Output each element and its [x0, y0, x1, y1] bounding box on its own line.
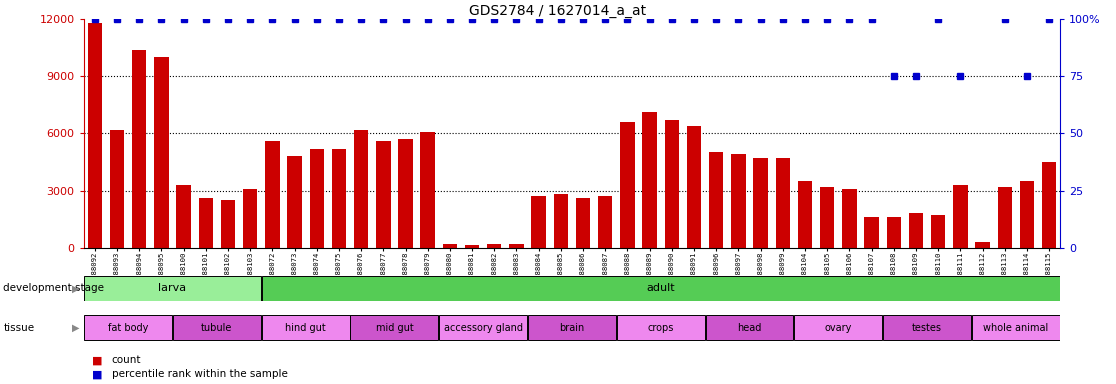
Bar — [84, 315, 172, 341]
Bar — [883, 315, 971, 341]
Bar — [440, 315, 527, 341]
Text: percentile rank within the sample: percentile rank within the sample — [112, 369, 288, 379]
Bar — [686, 126, 701, 248]
Text: ▶: ▶ — [71, 283, 79, 293]
Text: head: head — [738, 323, 762, 333]
Bar — [798, 181, 812, 248]
Text: ■: ■ — [92, 355, 102, 365]
Bar — [617, 315, 704, 341]
Bar — [998, 187, 1012, 248]
Bar — [132, 50, 146, 248]
Text: testes: testes — [912, 323, 942, 333]
Bar — [1042, 162, 1057, 248]
Text: mid gut: mid gut — [375, 323, 413, 333]
Bar — [109, 130, 124, 248]
Bar — [620, 122, 635, 248]
Text: GDS2784 / 1627014_a_at: GDS2784 / 1627014_a_at — [470, 4, 646, 18]
Bar — [576, 198, 590, 248]
Bar — [199, 198, 213, 248]
Bar — [731, 154, 745, 248]
Text: hind gut: hind gut — [286, 323, 326, 333]
Text: tissue: tissue — [3, 323, 35, 333]
Bar — [843, 189, 857, 248]
Text: ■: ■ — [92, 369, 102, 379]
Text: count: count — [112, 355, 141, 365]
Bar — [528, 315, 616, 341]
Bar — [261, 315, 349, 341]
Bar — [221, 200, 235, 248]
Bar — [261, 276, 1060, 301]
Bar — [443, 244, 458, 248]
Bar — [509, 245, 523, 248]
Bar — [972, 315, 1060, 341]
Bar — [398, 139, 413, 248]
Bar — [376, 141, 391, 248]
Text: crops: crops — [647, 323, 674, 333]
Bar — [266, 141, 279, 248]
Bar — [776, 158, 790, 248]
Text: whole animal: whole animal — [983, 323, 1048, 333]
Bar — [87, 23, 102, 248]
Bar — [331, 149, 346, 248]
Bar — [643, 113, 657, 248]
Bar — [953, 185, 968, 248]
Bar — [531, 196, 546, 248]
Bar — [243, 189, 258, 248]
Bar — [173, 315, 261, 341]
Text: accessory gland: accessory gland — [444, 323, 522, 333]
Bar — [865, 217, 878, 248]
Bar — [554, 194, 568, 248]
Text: ▶: ▶ — [71, 323, 79, 333]
Bar — [176, 185, 191, 248]
Text: ovary: ovary — [825, 323, 852, 333]
Bar — [931, 215, 945, 248]
Bar — [84, 276, 261, 301]
Bar — [465, 245, 479, 248]
Text: larva: larva — [158, 283, 186, 293]
Bar — [487, 244, 501, 248]
Bar — [309, 149, 324, 248]
Bar — [154, 57, 169, 248]
Bar — [975, 242, 990, 248]
Bar — [665, 120, 679, 248]
Bar — [705, 315, 793, 341]
Bar — [1020, 181, 1035, 248]
Bar — [354, 130, 368, 248]
Bar — [709, 152, 723, 248]
Text: tubule: tubule — [201, 323, 232, 333]
Bar — [287, 156, 301, 248]
Text: adult: adult — [646, 283, 675, 293]
Bar — [421, 132, 435, 248]
Bar — [753, 158, 768, 248]
Bar — [886, 217, 901, 248]
Bar — [795, 315, 883, 341]
Bar — [908, 214, 923, 248]
Text: brain: brain — [559, 323, 585, 333]
Text: development stage: development stage — [3, 283, 105, 293]
Text: fat body: fat body — [108, 323, 148, 333]
Bar — [350, 315, 439, 341]
Bar — [598, 196, 613, 248]
Bar — [820, 187, 835, 248]
